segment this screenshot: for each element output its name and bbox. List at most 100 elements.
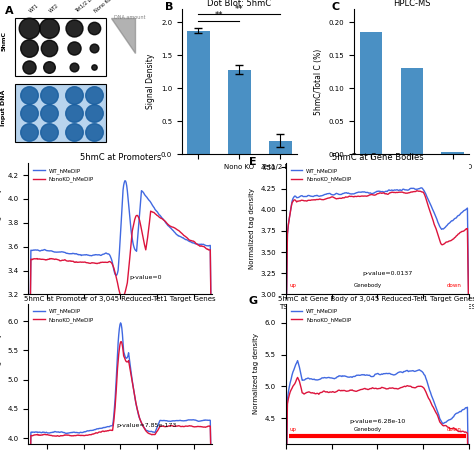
Point <box>90 110 98 117</box>
Point <box>45 110 52 117</box>
Point <box>90 44 98 52</box>
WT_hMeDIP <box>332 192 337 198</box>
Text: WT2: WT2 <box>48 3 60 14</box>
NonoKO_hMeDIP <box>138 420 144 425</box>
Y-axis label: Normalized tag density: Normalized tag density <box>0 333 2 414</box>
NonoKO_hMeDIP <box>135 409 141 414</box>
WT_hMeDIP <box>458 210 464 216</box>
WT_hMeDIP <box>295 358 301 363</box>
WT_hMeDIP <box>290 196 296 201</box>
Point <box>70 44 78 52</box>
Text: **: ** <box>235 5 244 14</box>
WT_hMeDIP <box>138 188 144 193</box>
Bar <box>360 32 382 154</box>
Point <box>45 24 52 32</box>
Title: 5hmC at Gene Bodies: 5hmC at Gene Bodies <box>332 153 423 162</box>
Text: A: A <box>5 6 13 16</box>
Text: up: up <box>289 427 296 432</box>
NonoKO_hMeDIP <box>294 199 300 205</box>
Polygon shape <box>111 18 135 53</box>
WT_hMeDIP <box>118 320 123 326</box>
NonoKO_hMeDIP <box>118 339 124 344</box>
Y-axis label: Normalized tag density: Normalized tag density <box>253 333 259 414</box>
Point <box>25 110 32 117</box>
NonoKO_hMeDIP <box>135 213 141 218</box>
Text: p-value=6.28e-10: p-value=6.28e-10 <box>350 419 406 424</box>
Line: WT_hMeDIP: WT_hMeDIP <box>285 361 469 453</box>
Line: NonoKO_hMeDIP: NonoKO_hMeDIP <box>285 377 469 453</box>
Point <box>25 24 32 32</box>
Point <box>70 63 78 71</box>
Point <box>25 63 32 71</box>
Point <box>45 129 52 136</box>
Text: E: E <box>249 156 256 167</box>
WT_hMeDIP <box>290 369 296 375</box>
Text: Tet1/2 DKO: Tet1/2 DKO <box>74 0 98 14</box>
Y-axis label: Signal Density: Signal Density <box>146 54 155 109</box>
WT_hMeDIP <box>419 185 424 191</box>
Title: Dot Blot: 5hmC: Dot Blot: 5hmC <box>207 0 272 8</box>
Point <box>70 129 78 136</box>
WT_hMeDIP <box>135 234 141 239</box>
Bar <box>401 68 423 154</box>
Legend: WT_hMeDIP, NonoKO_hMeDIP: WT_hMeDIP, NonoKO_hMeDIP <box>288 306 354 325</box>
NonoKO_hMeDIP <box>333 390 338 395</box>
NonoKO_hMeDIP <box>136 411 141 416</box>
WT_hMeDIP <box>135 410 141 415</box>
NonoKO_hMeDIP <box>317 196 323 202</box>
Text: Genebody: Genebody <box>354 283 383 288</box>
Line: NonoKO_hMeDIP: NonoKO_hMeDIP <box>28 342 212 453</box>
Line: WT_hMeDIP: WT_hMeDIP <box>28 181 212 453</box>
WT_hMeDIP <box>466 341 472 346</box>
NonoKO_hMeDIP <box>290 383 296 389</box>
WT_hMeDIP <box>181 418 187 424</box>
Text: DNA amount: DNA amount <box>114 15 145 20</box>
Point <box>90 129 98 136</box>
Point <box>70 110 78 117</box>
Point <box>90 63 98 71</box>
Text: WT1: WT1 <box>28 3 40 14</box>
Text: p-value=0: p-value=0 <box>129 275 162 280</box>
NonoKO_hMeDIP <box>283 362 288 368</box>
NonoKO_hMeDIP <box>332 195 337 201</box>
Text: B: B <box>164 2 173 12</box>
WT_hMeDIP <box>181 236 187 241</box>
Point <box>25 91 32 98</box>
NonoKO_hMeDIP <box>148 208 154 214</box>
WT_hMeDIP <box>458 409 464 414</box>
Text: down: down <box>447 283 462 288</box>
WT_hMeDIP <box>138 420 144 426</box>
WT_hMeDIP <box>210 405 215 410</box>
WT_hMeDIP <box>318 376 323 382</box>
NonoKO_hMeDIP <box>134 212 140 218</box>
WT_hMeDIP <box>26 407 32 413</box>
Title: HPLC-MS: HPLC-MS <box>393 0 430 8</box>
Point <box>90 24 98 32</box>
NonoKO_hMeDIP <box>458 429 464 434</box>
Title: 5hmC at Promoters: 5hmC at Promoters <box>80 153 161 162</box>
WT_hMeDIP <box>317 193 323 199</box>
Legend: WT_hMeDIP, NonoKO_hMeDIP: WT_hMeDIP, NonoKO_hMeDIP <box>288 166 354 184</box>
Text: **: ** <box>215 11 223 20</box>
Text: down: down <box>447 427 462 432</box>
Point <box>70 24 78 32</box>
WT_hMeDIP <box>136 412 141 417</box>
NonoKO_hMeDIP <box>181 233 187 238</box>
Point <box>70 91 78 98</box>
Title: 5hmC at Promoter of 3,045 Reduced-Tet1 Target Genes: 5hmC at Promoter of 3,045 Reduced-Tet1 T… <box>25 296 216 302</box>
NonoKO_hMeDIP <box>452 235 457 241</box>
Point <box>45 63 52 71</box>
NonoKO_hMeDIP <box>466 353 472 359</box>
Title: 5hmC at Gene Body of 3,045 Reduced-Tet1 Target Genes: 5hmC at Gene Body of 3,045 Reduced-Tet1 … <box>279 296 474 302</box>
Line: NonoKO_hMeDIP: NonoKO_hMeDIP <box>285 191 469 365</box>
NonoKO_hMeDIP <box>26 413 32 419</box>
Line: NonoKO_hMeDIP: NonoKO_hMeDIP <box>28 211 212 453</box>
Y-axis label: Normalized tag density: Normalized tag density <box>248 188 255 269</box>
Text: Genebody: Genebody <box>354 427 383 432</box>
X-axis label: Relative Position (%): Relative Position (%) <box>341 316 413 322</box>
Text: C: C <box>331 2 339 12</box>
WT_hMeDIP <box>294 195 300 200</box>
WT_hMeDIP <box>333 376 338 381</box>
NonoKO_hMeDIP <box>193 424 199 429</box>
Bar <box>187 31 210 154</box>
